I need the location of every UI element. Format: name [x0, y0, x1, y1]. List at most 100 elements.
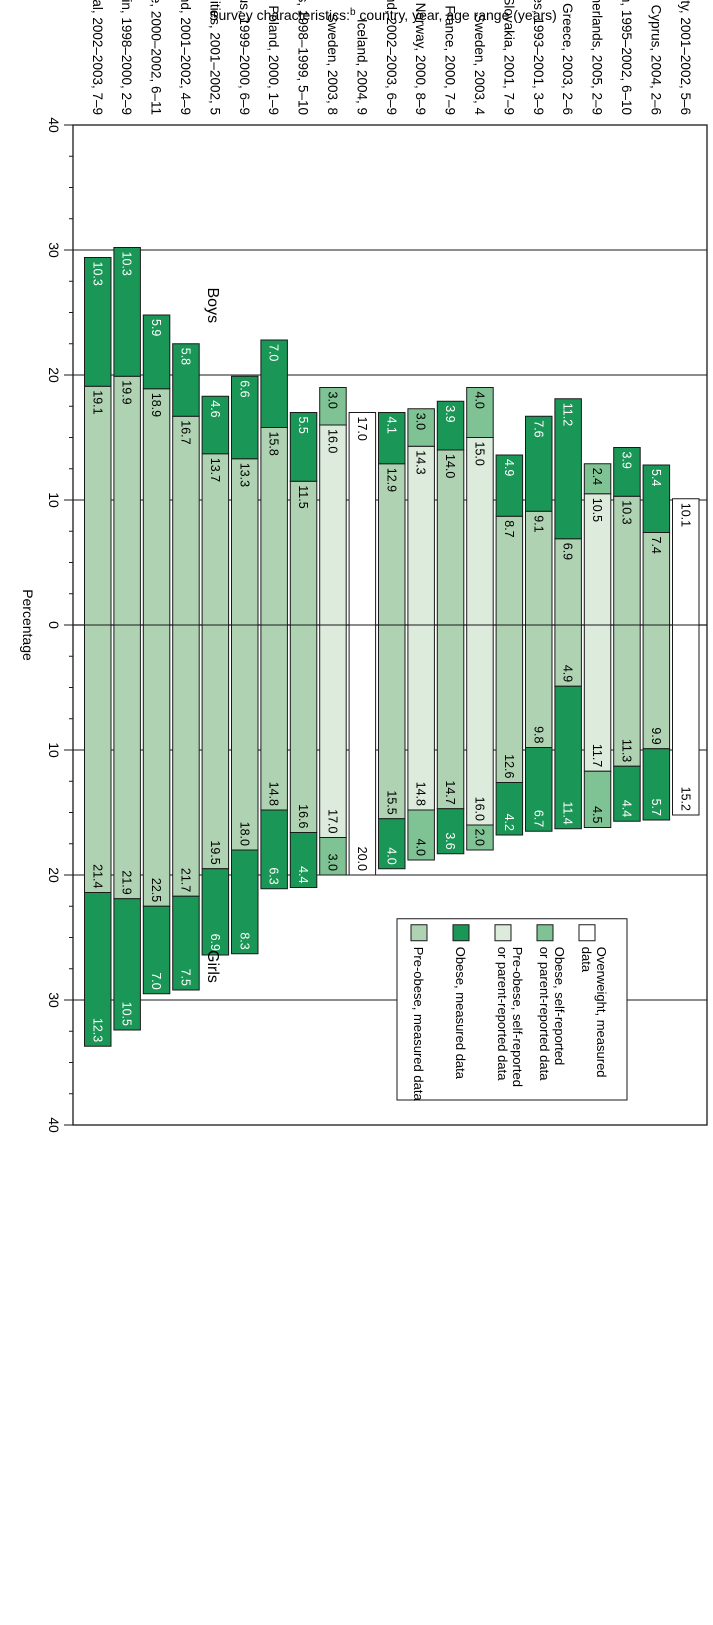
boys-value-label: 14.0 [443, 454, 457, 478]
legend-label: or parent-reported data [537, 947, 552, 1081]
girls-bar-om [525, 747, 553, 832]
x-axis-title: Percentage [20, 589, 36, 661]
girls-value-label: 11.3 [619, 739, 633, 762]
girls-value-label: 19.5 [208, 840, 222, 864]
girls-value-label: 21.4 [90, 864, 104, 888]
boys-value-label: 3.0 [414, 413, 428, 430]
legend: Pre-obese, measured data Obese, measured … [396, 918, 628, 1101]
girls-value-label: 8.3 [237, 932, 251, 949]
girls-value-label: 3.6 [443, 832, 457, 849]
y-axis-title: Survey characteristics:b country, year, … [209, 7, 557, 24]
category-label: Spain, 1998–2000, 2–9 [119, 0, 134, 115]
boys-value-label: 5.9 [149, 319, 163, 336]
boys-bar-om [84, 257, 112, 387]
boys-bar-pm [142, 388, 171, 626]
boys-value-label: 7.0 [267, 344, 281, 361]
category-label: Sweden, 2003, 8 [325, 14, 340, 115]
girls-bar-osr [583, 770, 612, 828]
boys-value-label: 15.8 [267, 432, 281, 456]
category-label: France, 2000, 7–9 [443, 5, 458, 115]
category-label: Sweden, 2003, 4 [472, 14, 487, 116]
panel-label-boys: Boys [204, 288, 221, 324]
girls-bar-psr [319, 624, 347, 838]
girls-value-label: 4.0 [414, 839, 428, 856]
boys-bar-osr [583, 463, 612, 495]
legend-swatch-om [452, 924, 470, 942]
boys-value-label: 10.3 [120, 252, 134, 276]
girls-value-label: 12.6 [502, 754, 516, 778]
boys-value-label: 5.5 [296, 417, 310, 434]
boys-bar-psr [319, 424, 347, 626]
girls-value-label: 10.5 [120, 1002, 134, 1026]
boys-value-label: 10.5 [590, 498, 604, 522]
boys-value-label: 6.6 [237, 380, 251, 397]
girls-value-label: 7.5 [178, 969, 192, 986]
boys-bar-om [436, 400, 465, 451]
girls-bar-pm [201, 624, 230, 870]
boys-bar-om [495, 454, 524, 517]
girls-bar-pm [113, 624, 141, 900]
boys-value-label: 16.7 [178, 420, 192, 444]
boys-bar-om [613, 447, 641, 497]
girls-value-label: 3.0 [325, 854, 339, 871]
boys-value-label: 4.9 [502, 459, 516, 476]
boys-value-label: 6.9 [561, 543, 575, 560]
girls-value-label: 14.8 [414, 782, 428, 806]
girls-value-label: 6.9 [208, 934, 222, 951]
boys-value-label: 3.9 [443, 405, 457, 422]
x-axis-ticks: 40 30 20 10 0 10 20 30 40 [46, 117, 73, 1133]
category-label: Cyprus, 2004, 2–6 [648, 5, 663, 115]
boys-value-label: 15.0 [472, 442, 486, 466]
category-label: Italy: Perugia, Terni and Rieti province… [531, 0, 546, 115]
girls-bar-om [201, 868, 230, 956]
y-axis-title-prefix: Survey characteristics: [209, 7, 350, 23]
x-tick-label: 30 [46, 242, 62, 258]
girls-value-label: 4.2 [502, 814, 516, 831]
girls-value-label: 4.0 [384, 847, 398, 864]
category-label: Poland, 2000, 1–9 [266, 5, 281, 115]
boys-value-label: 12.9 [384, 468, 398, 492]
boys-value-label: 5.8 [178, 348, 192, 365]
category-label: Norway, 2000, 8–9 [413, 3, 428, 115]
category-label: Italy: five villages in Milan province, … [149, 0, 164, 115]
boys-bar-osr [466, 387, 494, 438]
boys-value-label: 7.6 [531, 420, 545, 437]
boys-value-label: 4.6 [208, 400, 222, 417]
boys-bar-om [231, 375, 259, 460]
boys-bar-om [142, 314, 171, 390]
girls-bar-pm [142, 624, 171, 907]
legend-label: Obese, measured data [453, 947, 468, 1080]
girls-bar-om [289, 832, 318, 888]
girls-value-label: 12.3 [90, 1018, 104, 1042]
boys-bar-om [260, 339, 288, 428]
girls-bar-om [142, 905, 171, 995]
girls-bar-pm [231, 624, 259, 851]
girls-bar-om [378, 818, 406, 870]
boys-value-label: 7.4 [649, 537, 663, 554]
girls-bar-pm [172, 624, 200, 897]
boys-value-label: 10.3 [90, 262, 104, 286]
girls-bar-psr [466, 624, 494, 826]
bars: 10.1 15.2 7.4 5.4 9.9 5.7 10.3 3.9 11.3 4.4 10.5 2.… [84, 247, 700, 1047]
y-axis-title-superscript: b [350, 7, 356, 18]
x-tick-label: 10 [46, 492, 62, 508]
girls-value-label: 4.9 [561, 665, 575, 682]
legend-label: or parent-reported data [495, 947, 510, 1081]
legend-swatch-psr [494, 924, 512, 942]
girls-value-label: 6.7 [531, 810, 545, 827]
legend-label: data [579, 947, 594, 973]
x-tick-label: 40 [46, 1117, 62, 1133]
boys-bar-om [378, 412, 406, 465]
category-label: Portugal, 2002–2003, 7–9 [90, 0, 105, 115]
girls-value-label: 2.0 [472, 829, 486, 846]
girls-value-label: 9.9 [649, 727, 663, 744]
boys-bar-om [113, 247, 141, 377]
girls-value-label: 15.5 [384, 790, 398, 814]
girls-bar-pm [289, 624, 318, 833]
girls-bar-om [113, 898, 141, 1031]
boys-value-label: 11.2 [561, 403, 575, 426]
boys-value-label: 8.7 [502, 520, 516, 537]
